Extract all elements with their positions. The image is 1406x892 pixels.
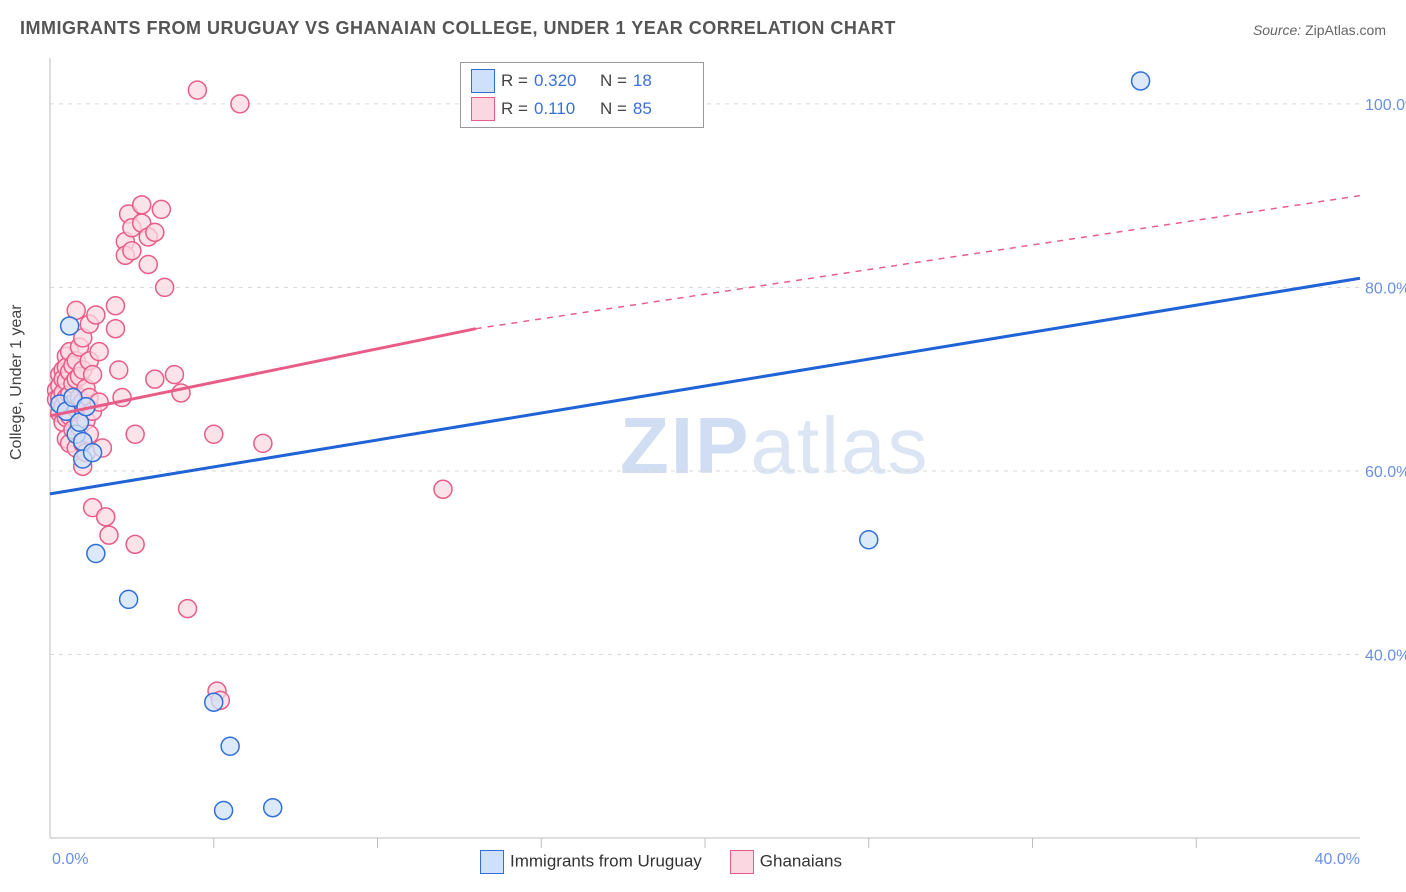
r-label: R = xyxy=(501,99,528,119)
stats-legend: R = 0.320 N = 18 R = 0.110 N = 85 xyxy=(460,62,704,128)
svg-text:80.0%: 80.0% xyxy=(1365,280,1406,297)
n-value-ghanaians: 85 xyxy=(633,99,693,119)
svg-text:100.0%: 100.0% xyxy=(1365,97,1406,114)
swatch-uruguay xyxy=(471,69,495,93)
svg-text:40.0%: 40.0% xyxy=(1315,851,1360,868)
swatch-uruguay-icon xyxy=(480,850,504,874)
n-label: N = xyxy=(600,71,627,91)
svg-text:40.0%: 40.0% xyxy=(1365,647,1406,664)
svg-text:0.0%: 0.0% xyxy=(52,851,88,868)
scatter-plot: 40.0% 60.0% 80.0% 100.0% 0.0% 40.0% xyxy=(0,0,1406,892)
stats-row-uruguay: R = 0.320 N = 18 xyxy=(471,67,693,95)
swatch-ghanaians-icon xyxy=(730,850,754,874)
series-legend: Immigrants from Uruguay Ghanaians xyxy=(480,850,842,874)
legend-item-uruguay: Immigrants from Uruguay xyxy=(480,850,702,874)
n-label: N = xyxy=(600,99,627,119)
legend-label-ghanaians: Ghanaians xyxy=(760,851,842,870)
svg-text:60.0%: 60.0% xyxy=(1365,464,1406,481)
n-value-uruguay: 18 xyxy=(633,71,693,91)
stats-row-ghanaians: R = 0.110 N = 85 xyxy=(471,95,693,123)
r-label: R = xyxy=(501,71,528,91)
r-value-uruguay: 0.320 xyxy=(534,71,594,91)
swatch-ghanaians xyxy=(471,97,495,121)
legend-item-ghanaians: Ghanaians xyxy=(730,850,842,874)
legend-label-uruguay: Immigrants from Uruguay xyxy=(510,851,702,870)
r-value-ghanaians: 0.110 xyxy=(534,99,594,119)
